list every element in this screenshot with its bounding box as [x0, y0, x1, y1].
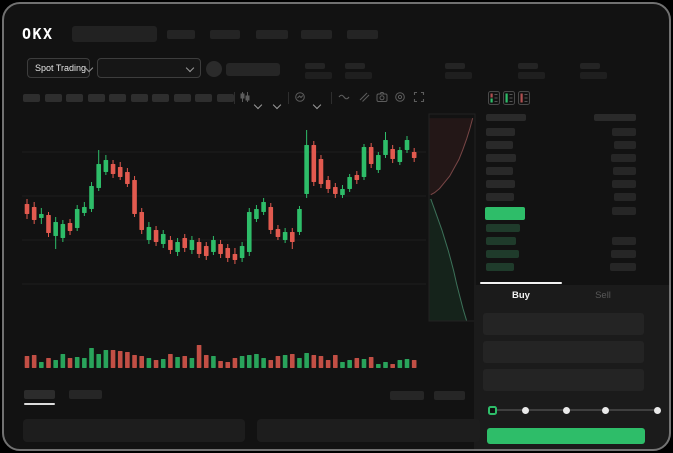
settings-icon[interactable]	[394, 91, 406, 103]
timeframe-chip[interactable]	[109, 94, 126, 102]
nav-item[interactable]	[167, 30, 195, 39]
camera-icon[interactable]	[376, 91, 388, 103]
bottom-tab-open-orders[interactable]	[24, 390, 55, 399]
timeframe-chip[interactable]	[87, 94, 105, 102]
timeframe-chip[interactable]	[44, 94, 62, 102]
nav-item[interactable]	[210, 30, 240, 39]
bottom-action-placeholder[interactable]	[390, 391, 424, 400]
bottom-panel-right	[257, 419, 480, 442]
amount-field[interactable]	[483, 341, 644, 363]
order-book-row-bar	[486, 224, 520, 232]
indicators-icon[interactable]	[294, 91, 306, 103]
order-book-row-bar	[486, 237, 516, 245]
slider-stop[interactable]	[562, 406, 570, 414]
order-book-row-bar	[486, 263, 514, 271]
slider-handle[interactable]	[487, 405, 497, 415]
order-book-row-bar	[614, 193, 636, 201]
timeframe-chip[interactable]	[130, 94, 148, 102]
timeframe-chip[interactable]	[195, 94, 212, 102]
order-book-row-bar	[612, 128, 636, 136]
coin-avatar	[206, 61, 222, 77]
order-book-row-bar	[612, 237, 636, 245]
asks-book-icon[interactable]	[518, 91, 530, 105]
order-book-row-bar	[612, 180, 636, 188]
tab-sell[interactable]: Sell	[595, 290, 611, 301]
order-book-row-bar	[486, 250, 519, 258]
order-book-row-bar	[614, 141, 636, 149]
nav-item[interactable]	[347, 30, 378, 39]
bottom-active-tab-indicator	[24, 403, 55, 405]
nav-search-placeholder[interactable]	[72, 26, 157, 42]
order-book-row-bar	[611, 250, 636, 258]
total-field[interactable]	[483, 369, 644, 391]
order-book-row-bar	[486, 193, 514, 201]
bottom-panel-left	[23, 419, 245, 442]
slider-stop[interactable]	[653, 406, 661, 414]
price-field[interactable]	[483, 313, 644, 335]
wave-icon[interactable]	[338, 91, 350, 103]
timeframe-chip[interactable]	[23, 94, 40, 102]
bids-book-icon[interactable]	[503, 91, 515, 105]
timeframe-chip[interactable]	[66, 94, 83, 102]
timeframe-chip[interactable]	[216, 94, 234, 102]
order-book-row-bar	[486, 180, 515, 188]
combined-book-icon[interactable]	[488, 91, 500, 105]
order-book-row-bar	[611, 154, 636, 162]
bottom-tab-order-history[interactable]	[69, 390, 102, 399]
tab-buy[interactable]: Buy	[512, 290, 530, 301]
order-book-row-bar	[486, 114, 526, 121]
amount-slider-track[interactable]	[492, 409, 657, 411]
nav-item[interactable]	[301, 30, 332, 39]
fullscreen-icon[interactable]	[413, 91, 425, 103]
timeframe-chip[interactable]	[152, 94, 169, 102]
bottom-action-placeholder[interactable]	[434, 391, 465, 400]
slider-stop[interactable]	[602, 406, 610, 414]
order-book-row-bar	[594, 114, 636, 121]
trade-form-panel	[474, 285, 671, 451]
active-tab-indicator	[480, 282, 562, 284]
market-type-label: Spot Trading	[35, 63, 87, 73]
order-book-row-bar	[486, 141, 513, 149]
drawing-tools-icon[interactable]	[358, 91, 370, 103]
order-book-row-bar	[486, 167, 513, 175]
okx-logo: OKX	[22, 25, 54, 43]
order-book-row-bar	[612, 207, 636, 215]
buy-submit-button[interactable]	[487, 428, 645, 444]
order-book-row-bar	[485, 207, 525, 220]
timeframe-chip[interactable]	[173, 94, 191, 102]
order-book-row-bar	[486, 128, 515, 136]
candle-type-icon[interactable]	[239, 91, 251, 103]
order-book-row-bar	[486, 154, 516, 162]
market-type-selector[interactable]: Spot Trading	[27, 58, 94, 78]
slider-stop[interactable]	[521, 406, 529, 414]
pair-selector[interactable]	[97, 58, 201, 78]
order-book-row-bar	[613, 167, 636, 175]
pair-name-placeholder	[226, 63, 280, 76]
order-book-row-bar	[610, 263, 636, 271]
nav-item[interactable]	[256, 30, 288, 39]
